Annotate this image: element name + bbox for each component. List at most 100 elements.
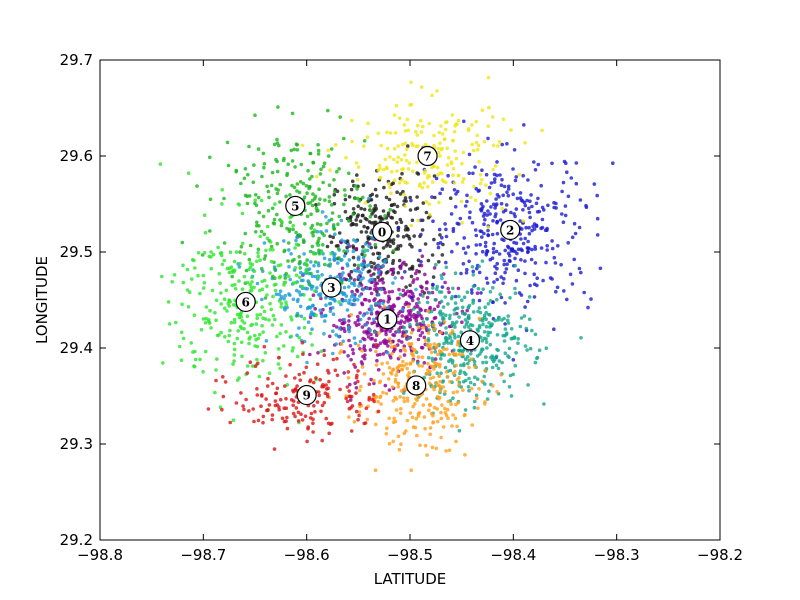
- data-point: [373, 468, 378, 473]
- data-point: [404, 158, 409, 163]
- data-point: [319, 311, 324, 316]
- data-point: [392, 416, 397, 421]
- data-point: [266, 208, 271, 213]
- data-point: [409, 223, 414, 228]
- data-point: [297, 275, 302, 280]
- data-point: [341, 299, 345, 303]
- centroid-label-5: 5: [291, 199, 299, 213]
- data-point: [367, 196, 371, 201]
- data-point: [430, 253, 435, 257]
- data-point: [294, 242, 299, 247]
- data-point: [595, 216, 600, 221]
- data-point: [520, 248, 524, 253]
- data-point: [268, 271, 272, 275]
- data-point: [513, 178, 518, 183]
- data-point: [282, 406, 287, 411]
- data-point: [391, 267, 396, 272]
- data-point: [472, 184, 476, 189]
- data-point: [457, 348, 461, 353]
- data-point: [347, 278, 352, 283]
- data-point: [500, 142, 505, 147]
- data-point: [530, 228, 534, 233]
- data-point: [432, 316, 437, 321]
- data-point: [319, 349, 324, 354]
- data-point: [356, 417, 360, 422]
- data-point: [525, 348, 529, 352]
- data-point: [509, 128, 513, 132]
- data-point: [515, 251, 519, 256]
- centroid-label-4: 4: [466, 334, 474, 348]
- data-point: [562, 289, 566, 293]
- data-point: [386, 300, 391, 304]
- data-point: [302, 293, 306, 297]
- data-point: [448, 379, 452, 384]
- data-point: [498, 173, 502, 177]
- data-point: [214, 318, 218, 323]
- data-point: [370, 265, 374, 269]
- data-point: [357, 388, 362, 393]
- data-point: [545, 228, 549, 232]
- data-point: [303, 222, 307, 226]
- data-point: [441, 425, 446, 429]
- data-point: [423, 168, 428, 173]
- data-point: [384, 271, 389, 275]
- data-point: [243, 252, 247, 256]
- data-point: [380, 264, 385, 269]
- data-point: [514, 278, 519, 283]
- data-point: [485, 213, 490, 217]
- data-point: [492, 180, 497, 184]
- data-point: [277, 292, 282, 297]
- data-point: [444, 331, 449, 335]
- data-point: [248, 282, 252, 287]
- data-point: [316, 152, 321, 156]
- data-point: [321, 180, 325, 185]
- data-point: [403, 196, 408, 200]
- data-point: [471, 310, 476, 314]
- data-point: [402, 199, 407, 203]
- data-point: [254, 322, 259, 326]
- data-point: [387, 388, 392, 392]
- data-point: [506, 354, 510, 358]
- data-point: [448, 368, 453, 373]
- data-point: [463, 204, 468, 208]
- data-point: [371, 392, 376, 397]
- data-point: [468, 210, 472, 214]
- data-point: [260, 323, 264, 328]
- data-point: [236, 329, 240, 333]
- data-point: [287, 248, 291, 252]
- data-point: [287, 264, 291, 269]
- data-point: [238, 261, 242, 266]
- data-point: [418, 118, 423, 123]
- data-point: [409, 468, 414, 473]
- data-point: [415, 206, 420, 210]
- data-point: [574, 161, 579, 165]
- data-point: [359, 230, 364, 234]
- data-point: [398, 217, 403, 222]
- data-point: [577, 266, 582, 271]
- data-point: [344, 155, 348, 160]
- data-point: [394, 373, 399, 378]
- data-point: [439, 356, 443, 361]
- data-point: [491, 219, 495, 223]
- data-point: [507, 385, 512, 389]
- data-point: [356, 165, 361, 169]
- data-point: [335, 169, 339, 174]
- data-point: [432, 327, 437, 332]
- data-point: [541, 278, 545, 283]
- data-point: [360, 325, 365, 329]
- data-point: [253, 364, 258, 369]
- data-point: [536, 162, 541, 167]
- data-point: [563, 213, 568, 218]
- data-point: [298, 304, 303, 309]
- data-point: [441, 132, 445, 136]
- data-point: [342, 317, 347, 322]
- data-point: [318, 172, 323, 176]
- data-point: [331, 357, 336, 362]
- data-point: [496, 144, 500, 148]
- data-point: [483, 240, 488, 245]
- data-point: [262, 257, 267, 261]
- data-point: [360, 349, 364, 353]
- data-point: [325, 221, 329, 226]
- data-point: [392, 178, 397, 182]
- data-point: [231, 418, 236, 423]
